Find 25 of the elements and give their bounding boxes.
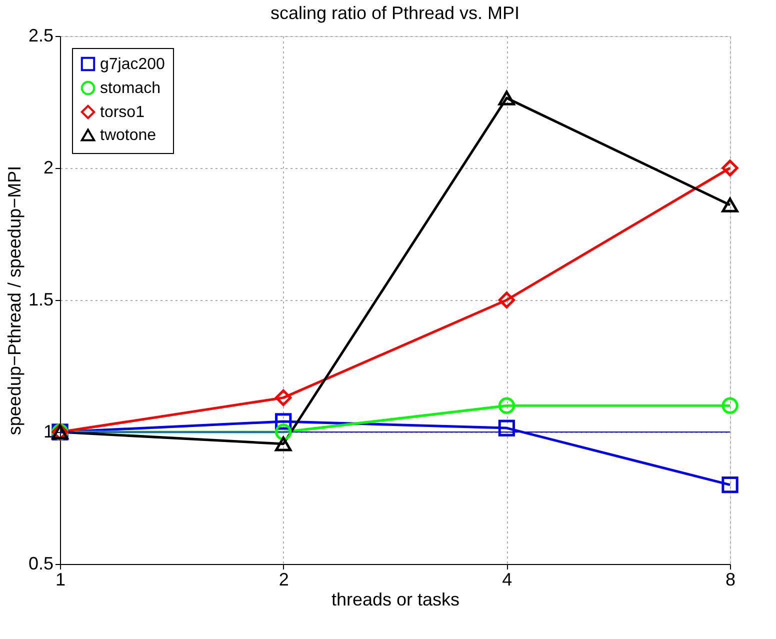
y-tick-label: 1.5 xyxy=(28,290,54,310)
y-tick-label: 0.5 xyxy=(28,554,54,574)
x-axis-title: threads or tasks xyxy=(331,590,460,610)
point xyxy=(498,292,515,308)
chart-title: scaling ratio of Pthread vs. MPI xyxy=(270,3,520,23)
y-tick-label: 2 xyxy=(43,158,54,178)
point xyxy=(275,436,292,452)
x-tick-label: 2 xyxy=(278,570,289,590)
y-tick-label: 2.5 xyxy=(28,26,54,46)
point xyxy=(722,198,738,212)
legend-label: g7jac200 xyxy=(100,56,166,73)
point xyxy=(498,397,515,414)
point xyxy=(722,160,738,176)
legend-label: stomach xyxy=(100,80,160,97)
point xyxy=(722,397,738,414)
legend-label: torso1 xyxy=(100,104,145,121)
point xyxy=(275,424,292,440)
point xyxy=(498,90,515,106)
point xyxy=(498,420,515,436)
legend-label: twotone xyxy=(100,127,156,144)
x-tick-label: 8 xyxy=(725,570,736,590)
point xyxy=(722,476,738,494)
y-axis-title: speedup−Pthread / speedup−MPI xyxy=(4,166,24,436)
x-tick-label: 4 xyxy=(502,570,512,590)
point xyxy=(275,389,292,406)
